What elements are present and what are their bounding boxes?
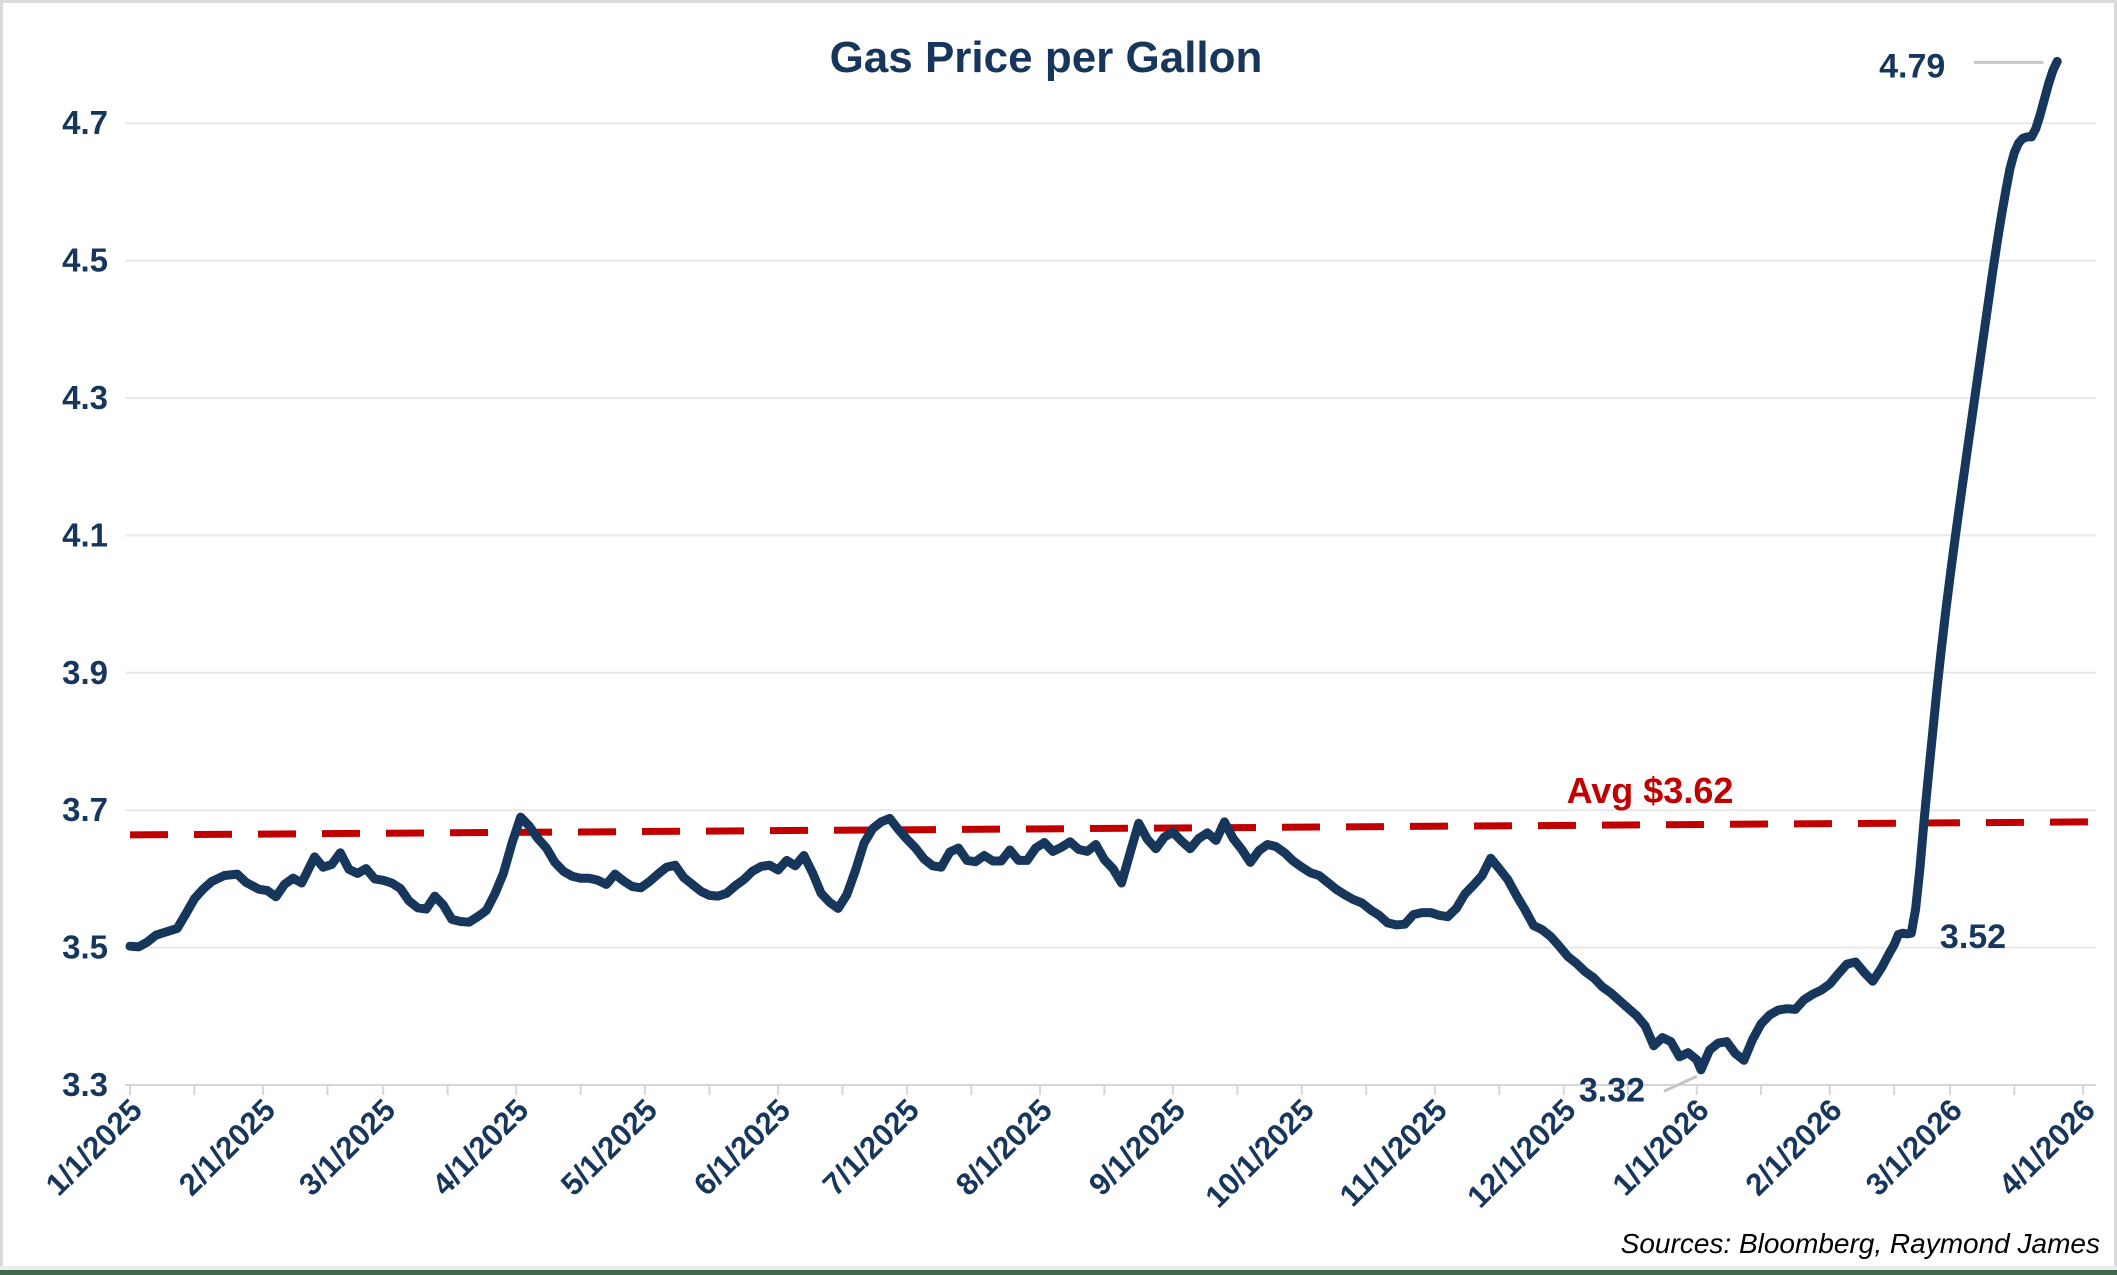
annotation-3.52: 3.52 <box>1940 918 2006 956</box>
chart-title: Gas Price per Gallon <box>830 33 1263 82</box>
right-border <box>2114 0 2117 1275</box>
price-series-line <box>125 56 2062 1075</box>
bottom-border-green <box>0 1270 2117 1275</box>
y-tick-label-4.3: 4.3 <box>62 379 108 416</box>
average-trend-line <box>129 818 2097 839</box>
annotation-3.32: 3.32 <box>1579 1071 1645 1109</box>
y-tick-label-4.1: 4.1 <box>62 516 108 553</box>
bottom-border-gray <box>0 1266 2117 1270</box>
y-tick-label-4.7: 4.7 <box>62 104 108 141</box>
leader-line-3.32 <box>1663 1074 1698 1093</box>
gas-price-line <box>125 56 2062 1075</box>
data-annotations: 4.79 3.52 3.32 <box>1579 47 2044 1109</box>
source-note: Sources: Bloomberg, Raymond James <box>1621 1228 2100 1259</box>
y-tick-label-3.5: 3.5 <box>62 929 108 966</box>
average-line-label: Avg $3.62 <box>1567 770 1734 811</box>
y-axis-labels: 3.3 3.5 3.7 3.9 4.1 4.3 4.5 4.7 <box>62 104 108 1103</box>
y-tick-label-3.9: 3.9 <box>62 654 108 691</box>
annotation-4.79: 4.79 <box>1879 47 1945 85</box>
y-tick-label-3.7: 3.7 <box>62 791 108 828</box>
y-gridlines <box>125 122 2096 1086</box>
y-tick-label-3.3: 3.3 <box>62 1066 108 1103</box>
y-tick-label-4.5: 4.5 <box>62 242 108 279</box>
left-border <box>0 0 3 1275</box>
top-border <box>0 0 2117 3</box>
avg-dashed-line <box>129 818 2097 839</box>
x-axis <box>125 1084 2096 1095</box>
